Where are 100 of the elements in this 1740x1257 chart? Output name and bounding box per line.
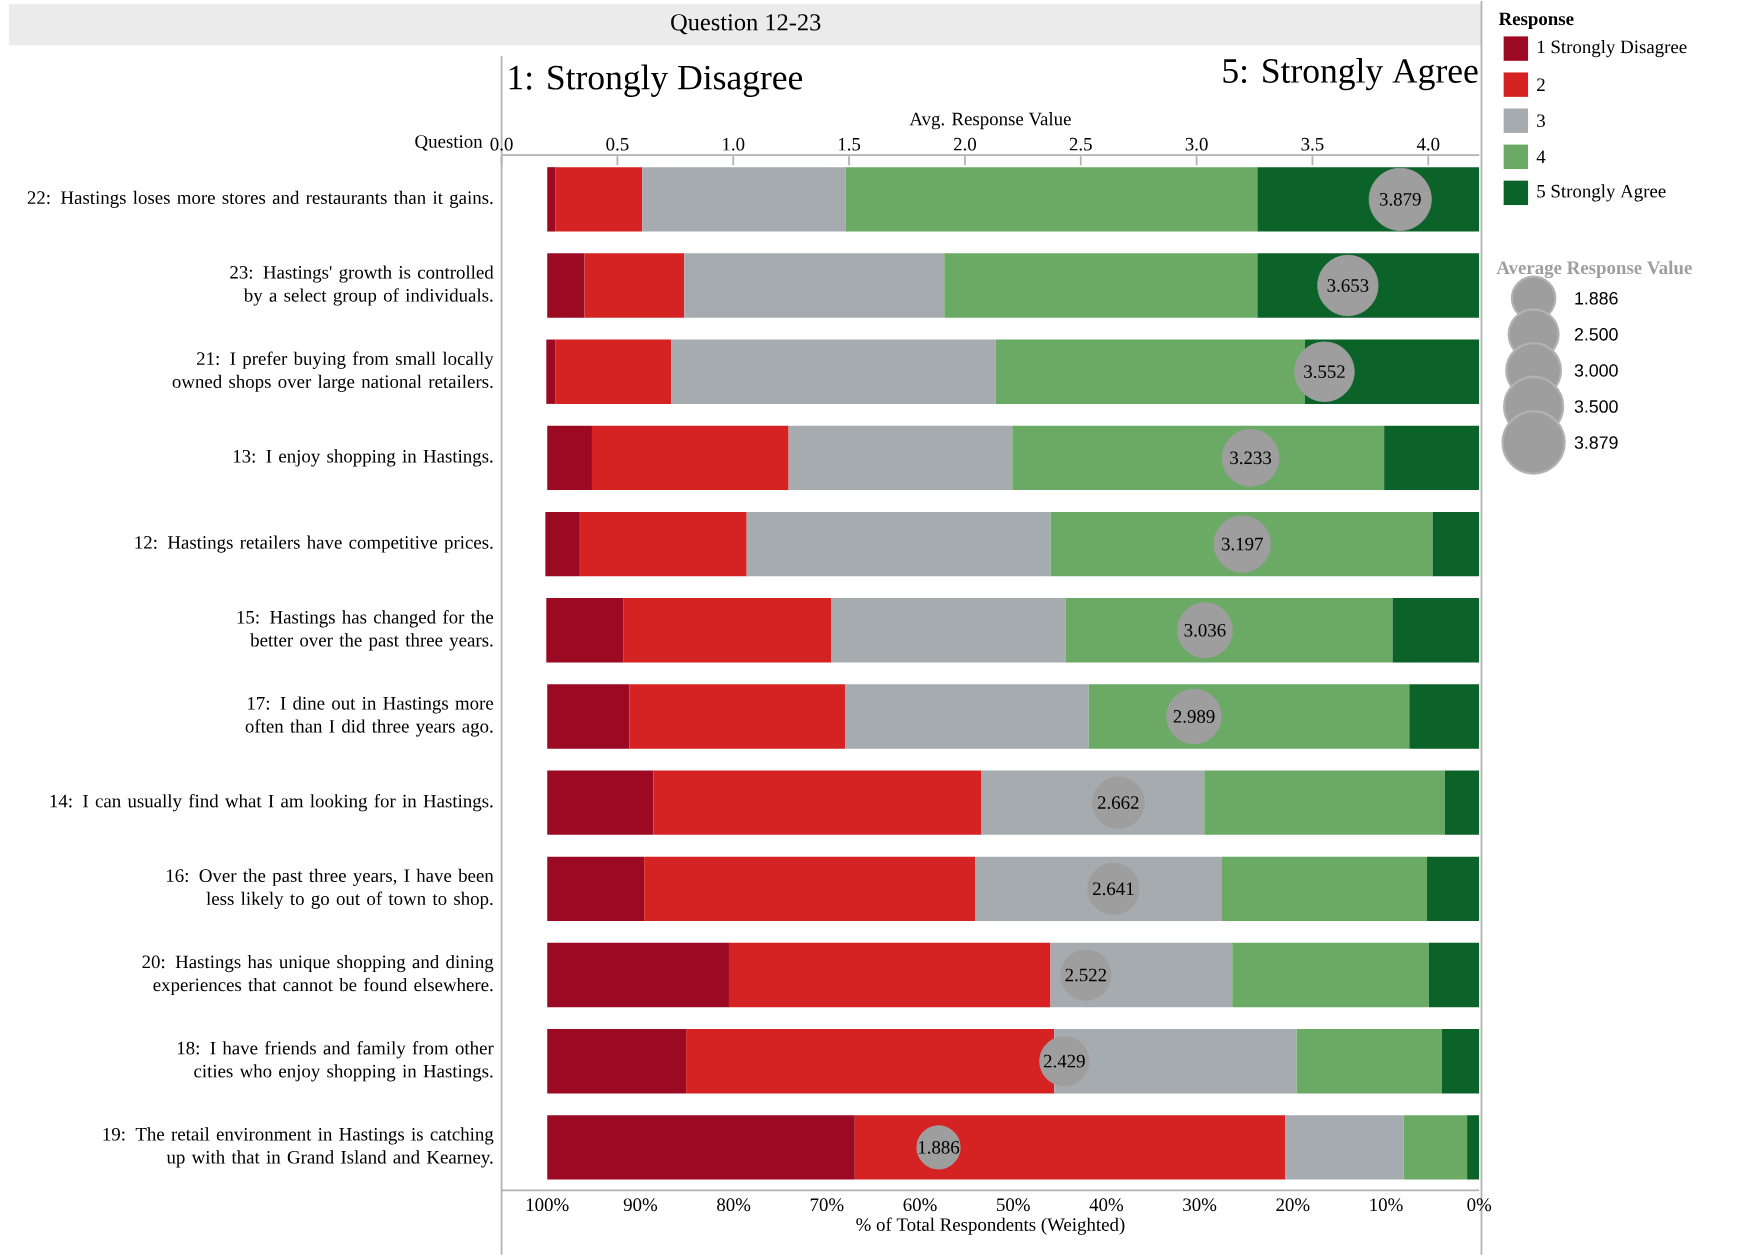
bar xyxy=(684,253,945,318)
y-tick-label: 20: Hastings has unique shopping and dining experiences that cannot be found elsewhere. xyxy=(142,954,494,996)
bar xyxy=(623,598,832,663)
x-tick-label: 100% xyxy=(526,1198,569,1212)
bar xyxy=(547,253,585,318)
x2-tick-label: 4.0 xyxy=(1416,137,1440,151)
data-label: 3.197 xyxy=(1221,537,1263,551)
bar xyxy=(1467,1115,1480,1180)
x-tick-label: 60% xyxy=(903,1198,937,1212)
x-tick-label: 80% xyxy=(717,1198,751,1212)
bar xyxy=(653,770,982,835)
bar xyxy=(545,511,580,577)
legend-label: 1.886 xyxy=(1575,291,1618,305)
y-tick-label: 16: Over the past three years, I have been less likely to go out of town to shop. xyxy=(166,868,494,909)
bar xyxy=(831,598,1066,663)
x2-tick-label: 3.0 xyxy=(1185,137,1208,151)
x-tick-label: 0% xyxy=(1467,1198,1492,1212)
bar xyxy=(944,253,1258,318)
bar xyxy=(1221,856,1428,922)
bar xyxy=(1392,598,1480,663)
bar xyxy=(555,339,672,404)
bar xyxy=(547,1029,687,1094)
bar xyxy=(1427,856,1480,922)
data-label: 2.522 xyxy=(1065,968,1107,982)
legend-label: 5 Strongly Agree xyxy=(1537,184,1666,202)
bar xyxy=(1204,770,1445,835)
data-label: 1.886 xyxy=(918,1140,960,1154)
y-tick-label: 22: Hastings loses more stores and restaurants than it gains. xyxy=(27,190,493,208)
bar xyxy=(642,167,846,232)
legend-label: 4 xyxy=(1536,150,1546,163)
legend-label: 2 xyxy=(1537,78,1545,91)
legend-label: 3.000 xyxy=(1574,364,1618,377)
bar xyxy=(547,942,729,1008)
x2-tick-label: 2.5 xyxy=(1069,137,1092,151)
bar xyxy=(1384,425,1480,491)
x2-axis-title: Avg. Response Value xyxy=(909,112,1071,130)
x2-tick-label: 1.0 xyxy=(723,137,745,151)
data-label: 3.879 xyxy=(1379,192,1421,206)
y-tick-label: 19: The retail environment in Hastings is catching up with that in Grand Island and Kearney. xyxy=(103,1127,494,1168)
legend-label: 2.500 xyxy=(1574,328,1618,341)
bar xyxy=(555,167,643,232)
bar xyxy=(547,770,654,835)
text: 5: Strongly Agree xyxy=(1223,57,1478,91)
bar xyxy=(1432,511,1480,577)
y-tick-label: 12: Hastings retailers have competitive prices. xyxy=(135,535,493,553)
x-tick-label: 90% xyxy=(623,1198,658,1212)
x2-tick-label: 1.5 xyxy=(838,137,861,151)
bar xyxy=(788,425,1013,491)
y-tick-label: 18: I have friends and family from other cities who enjoy shopping in Hastings. xyxy=(177,1041,494,1082)
bar xyxy=(1444,770,1480,835)
legend-title: Response xyxy=(1498,12,1574,30)
x-tick-label: 50% xyxy=(997,1198,1030,1212)
bar xyxy=(546,598,624,663)
data-label: 2.641 xyxy=(1093,882,1134,896)
x-tick-label: 70% xyxy=(810,1198,844,1212)
bar xyxy=(547,684,630,749)
x2-tick-label: 0.0 xyxy=(490,137,513,151)
data-label: 2.989 xyxy=(1173,710,1215,723)
x2-tick-label: 3.5 xyxy=(1301,137,1324,151)
bar xyxy=(845,684,1089,749)
y-tick-label: 23: Hastings' growth is controlled by a select group of individuals. xyxy=(230,265,494,306)
bar xyxy=(671,339,996,404)
bar xyxy=(1403,1115,1468,1180)
y-tick-label: 21: I prefer buying from small locally owned shops over large national retailers. xyxy=(172,351,494,392)
bar xyxy=(644,856,976,922)
y-tick-label: 17: I dine out in Hastings more often than I did three years ago. xyxy=(245,696,494,737)
bar xyxy=(546,339,556,404)
bar xyxy=(584,253,685,318)
bar xyxy=(1441,1029,1480,1094)
x-tick-label: 10% xyxy=(1370,1198,1403,1212)
y-tick-label: 13: I enjoy shopping in Hastings. xyxy=(233,449,493,467)
bar xyxy=(854,1115,1286,1180)
legend-label: 3 xyxy=(1537,114,1545,128)
x-tick-label: 20% xyxy=(1276,1198,1310,1212)
x2-tick-label: 0.5 xyxy=(606,137,629,151)
data-label: 3.653 xyxy=(1327,279,1369,292)
legend-label: 1 Strongly Disagree xyxy=(1537,40,1687,58)
x-axis-title: % of Total Respondents (Weighted) xyxy=(856,1217,1125,1235)
data-label: 3.036 xyxy=(1184,623,1226,637)
bar xyxy=(1296,1029,1442,1094)
y-tick-label: 15: Hastings has changed for the better over the past three years. xyxy=(237,610,494,651)
bar xyxy=(746,511,1051,577)
text: Average Response Value xyxy=(1496,260,1692,279)
text: 1: Strongly Disagree xyxy=(509,64,803,97)
legend-label: 3.500 xyxy=(1574,400,1618,413)
bar xyxy=(547,856,645,922)
bar xyxy=(728,942,1051,1008)
bar xyxy=(1232,942,1429,1008)
data-label: 3.552 xyxy=(1304,365,1345,379)
legend-label: 3.879 xyxy=(1574,436,1618,449)
data-label: 2.662 xyxy=(1097,796,1139,810)
x2-tick-label: 2.0 xyxy=(953,137,976,151)
bar xyxy=(1409,684,1480,749)
bar xyxy=(547,167,556,232)
bar xyxy=(547,1115,855,1180)
bar xyxy=(579,511,747,577)
x-tick-label: 30% xyxy=(1183,1198,1217,1212)
y-tick-label: 14: I can usually find what I am looking for in Hastings. xyxy=(50,793,493,812)
bar xyxy=(1428,942,1480,1008)
bar xyxy=(547,425,592,491)
